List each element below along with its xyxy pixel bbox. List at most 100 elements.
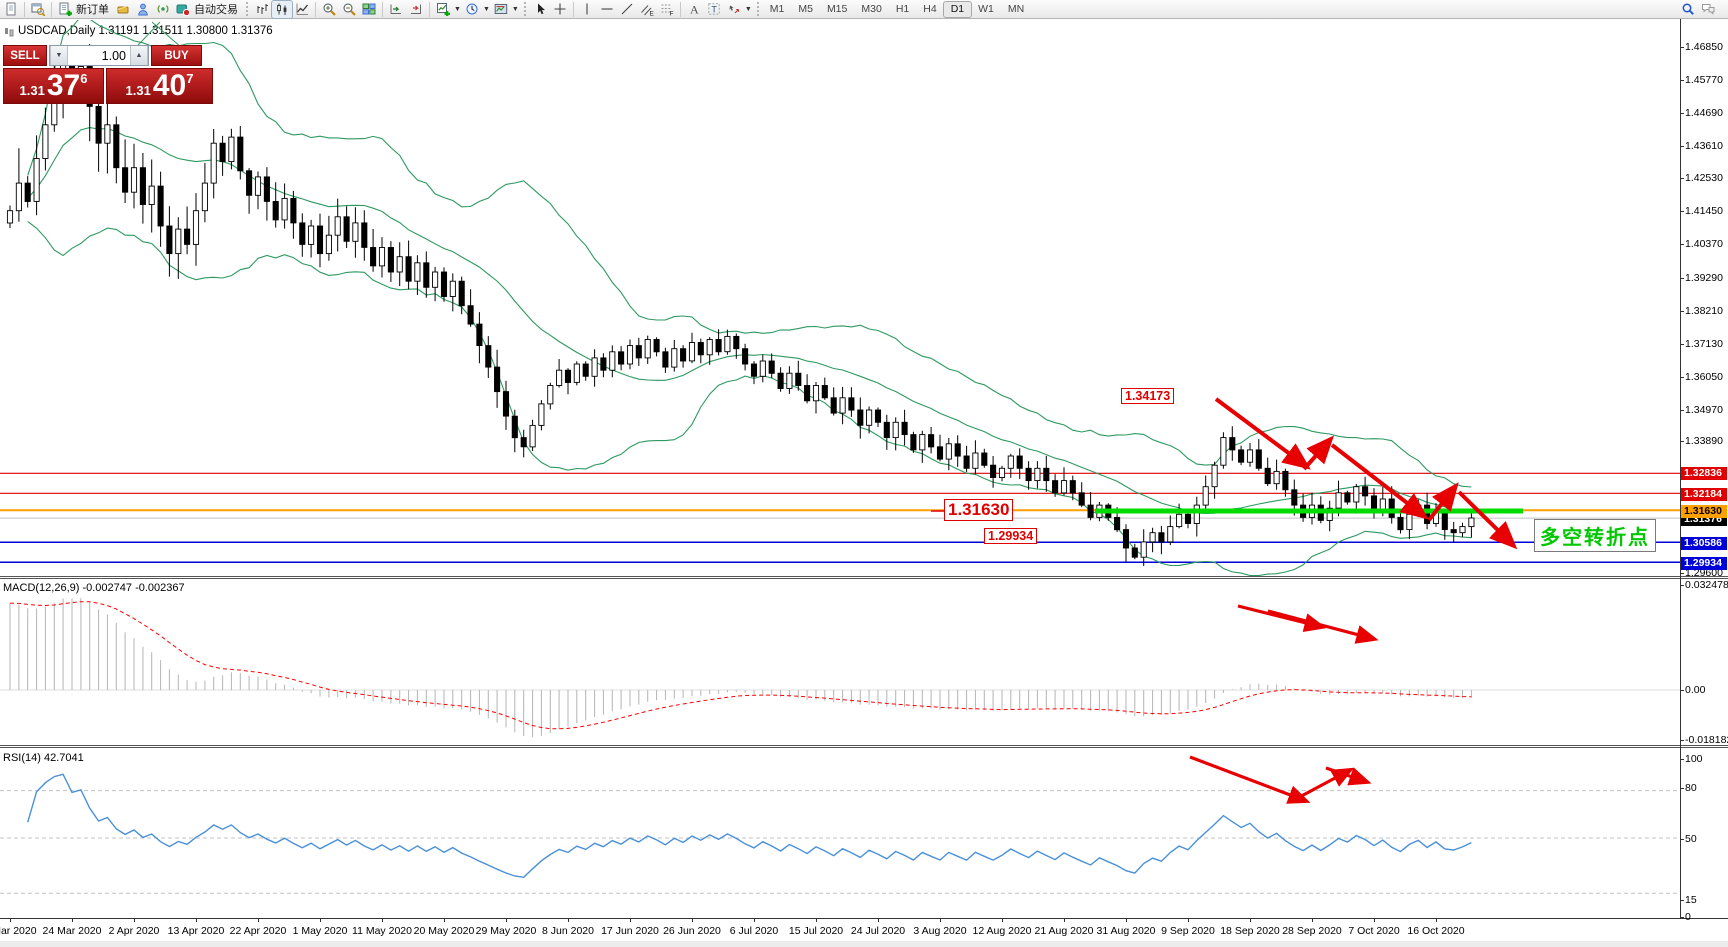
search-icon[interactable] [1678, 1, 1698, 18]
crosshair-icon[interactable] [550, 1, 570, 18]
indicators-dropdown-icon[interactable]: ▼ [454, 5, 461, 13]
chart-title: USDCAD,Daily 1.31191 1.31511 1.30800 1.3… [4, 25, 273, 37]
chat-icon[interactable] [1698, 1, 1718, 18]
new-order-icon[interactable] [55, 1, 75, 18]
profile-window-icon[interactable] [28, 1, 48, 18]
equidistant-channel-icon[interactable]: E [637, 1, 657, 18]
price-axis-label: 1.42530 [1685, 172, 1723, 184]
price-axis-label: 1.36050 [1685, 371, 1723, 383]
rsi-axis-tick [1680, 759, 1684, 760]
svg-text:T: T [711, 5, 717, 15]
cursor-icon[interactable] [530, 1, 550, 18]
horizontal-line-icon[interactable] [597, 1, 617, 18]
indicators-icon[interactable] [433, 1, 453, 18]
macd-axis-tick [1680, 740, 1684, 741]
date-axis-label: 21 Aug 2020 [1034, 925, 1094, 937]
text-a-icon[interactable]: A [684, 1, 704, 18]
window-bottom-edge [0, 941, 1728, 947]
volume-increase-button[interactable]: ▲ [130, 46, 148, 65]
text-label-icon[interactable]: T [704, 1, 724, 18]
zoom-in-icon[interactable] [319, 1, 339, 18]
price-axis-label: 1.38210 [1685, 305, 1723, 317]
sell-button[interactable]: SELL [3, 45, 47, 66]
volume-decrease-button[interactable]: ▼ [50, 46, 68, 65]
rsi-axis-label: 100 [1685, 753, 1703, 765]
macd-pane-separator[interactable] [0, 576, 1728, 577]
toolbar-drag-handle[interactable] [246, 2, 248, 16]
macd-axis-label: 0.00 [1685, 684, 1706, 696]
timeframe-m1-button[interactable]: M1 [769, 2, 785, 15]
date-axis-label: 2 Apr 2020 [108, 925, 160, 937]
arrows-tool-icon[interactable] [724, 1, 744, 18]
macd-axis-tick [1680, 690, 1684, 691]
timeframe-w1-button[interactable]: W1 [978, 2, 994, 15]
buy-price-button[interactable]: 1.31 40 7 [106, 68, 213, 104]
price-axis-label: 1.40370 [1685, 238, 1723, 250]
new-order-label[interactable]: 新订单 [76, 4, 109, 16]
date-axis-tick [630, 918, 631, 922]
rsi-axis-tick [1680, 900, 1684, 901]
history-cube-icon[interactable] [113, 1, 133, 18]
timeframe-m15-button[interactable]: M15 [826, 2, 848, 15]
price-level-label: 1.30586 [1681, 536, 1727, 550]
periods-clock-icon[interactable] [462, 1, 482, 18]
price-axis-label: 1.39290 [1685, 272, 1723, 284]
chart-shift-icon[interactable] [406, 1, 426, 18]
buy-button[interactable]: BUY [151, 45, 202, 66]
sell-price-base: 1.31 [19, 83, 45, 98]
date-axis-label: 24 Mar 2020 [42, 925, 102, 937]
volume-input[interactable]: 1.00 [101, 48, 126, 63]
bar-chart-icon[interactable] [252, 1, 272, 18]
timeframe-m30-button[interactable]: M30 [861, 2, 882, 15]
chart-symbol-icon [5, 27, 14, 36]
date-axis-label: 20 May 2020 [413, 925, 475, 937]
timeframe-h4-button[interactable]: H4 [923, 2, 937, 15]
price-callout-1.31630: 1.31630 [944, 499, 1014, 521]
svg-text:F: F [669, 11, 673, 17]
arrows-tool-dropdown-icon[interactable]: ▼ [744, 5, 752, 13]
rsi-axis-tick [1680, 839, 1684, 840]
vertical-line-icon[interactable] [577, 1, 597, 18]
templates-icon[interactable] [491, 1, 511, 18]
date-axis-label: 7 Oct 2020 [1348, 925, 1400, 937]
date-axis-tick [1312, 918, 1313, 922]
price-level-label: 1.29934 [1681, 556, 1727, 570]
date-axis-label: 12 Aug 2020 [972, 925, 1032, 937]
templates-dropdown-icon[interactable]: ▼ [511, 5, 519, 13]
price-axis-tick [1680, 80, 1684, 81]
price-level-label: 1.32836 [1681, 466, 1727, 480]
periods-clock-dropdown-icon[interactable]: ▼ [482, 5, 490, 13]
autotrade-label[interactable]: 自动交易 [194, 4, 238, 16]
date-axis-label: 29 May 2020 [475, 925, 537, 937]
trend-line-icon[interactable] [617, 1, 637, 18]
timeframe-d1-button[interactable]: D1 [942, 0, 973, 18]
tile-windows-icon[interactable] [359, 1, 379, 18]
toolbar-separator [24, 1, 25, 17]
auto-scroll-icon[interactable] [386, 1, 406, 18]
timeframe-h1-button[interactable]: H1 [895, 2, 910, 15]
price-axis-tick [1680, 344, 1684, 345]
fibonacci-icon[interactable]: F [657, 1, 677, 18]
price-axis-tick [1680, 311, 1684, 312]
toolbar-drag-handle[interactable] [523, 2, 526, 16]
autotrade-icon[interactable] [173, 1, 193, 18]
timeframe-m5-button[interactable]: M5 [798, 2, 813, 15]
price-axis-label: 1.44690 [1685, 107, 1723, 119]
price-axis-tick [1680, 441, 1684, 442]
date-axis-tick [1002, 918, 1003, 922]
one-click-trade-panel: SELL ▼ 1.00 ▲ BUY 1.31 37 6 1.31 40 7 [3, 45, 215, 104]
line-chart-icon[interactable] [292, 1, 312, 18]
document-icon[interactable] [1, 1, 21, 18]
timeframe-mn-button[interactable]: MN [1007, 2, 1025, 15]
zoom-out-icon[interactable] [339, 1, 359, 18]
rsi-pane-separator[interactable] [0, 745, 1728, 746]
macd-pane-separator-line2 [0, 578, 1728, 579]
sell-price-pips: 37 [46, 69, 81, 102]
candlestick-chart-icon[interactable] [271, 0, 293, 19]
signal-icon[interactable] [153, 1, 173, 18]
toolbar-drag-handle[interactable] [756, 2, 759, 16]
market-watch-person-icon[interactable] [133, 1, 153, 18]
sell-price-button[interactable]: 1.31 37 6 [3, 68, 104, 104]
price-axis-label: 1.37130 [1685, 338, 1723, 350]
